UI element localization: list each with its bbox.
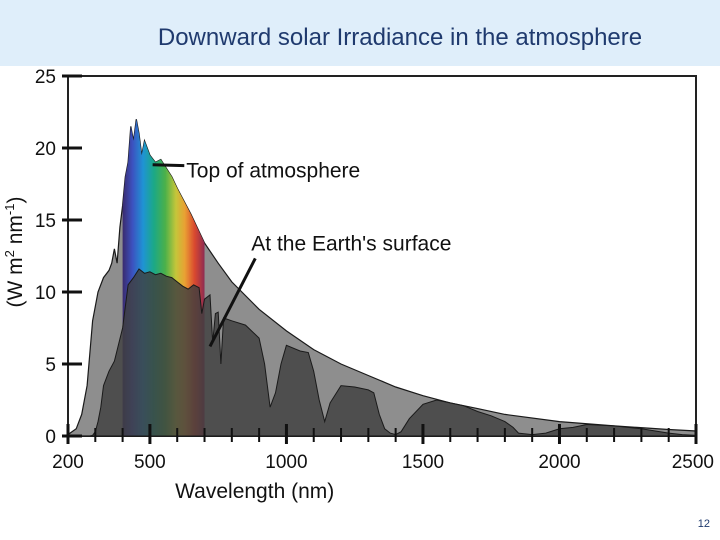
y-axis-label-sup2: -1 bbox=[2, 204, 17, 216]
y-axis-label-part1: (W m bbox=[4, 257, 27, 307]
x-tick-label: 2000 bbox=[538, 452, 580, 473]
y-tick-label: 10 bbox=[35, 283, 56, 304]
x-tick-label: 1500 bbox=[402, 452, 444, 473]
slide-title: Downward solar Irradiance in the atmosph… bbox=[157, 24, 643, 51]
y-tick-label: 5 bbox=[45, 355, 56, 376]
irradiance-chart: 0 5 10 15 20 25 200 500 1000 1500 2000 2500 Top of… bbox=[2, 67, 714, 503]
y-axis-label-sup1: 2 bbox=[2, 250, 17, 257]
y-axis-label-part2: nm bbox=[4, 215, 27, 250]
y-axis-label: (W m2 nm-1) bbox=[2, 197, 27, 308]
x-tick-label: 200 bbox=[52, 452, 84, 473]
x-tick-label: 1000 bbox=[265, 452, 307, 473]
earth-surface-label: At the Earth's surface bbox=[251, 232, 451, 255]
earth-surface-area bbox=[68, 268, 697, 437]
x-axis: 200 500 1000 1500 2000 2500 bbox=[52, 424, 714, 473]
x-tick-label: 500 bbox=[134, 452, 166, 473]
y-tick-label: 20 bbox=[35, 139, 56, 160]
y-axis: 0 5 10 15 20 25 bbox=[35, 67, 82, 448]
earth-surface-leader bbox=[208, 257, 257, 348]
y-tick-label: 15 bbox=[35, 211, 56, 232]
slide-page-number: 12 bbox=[697, 518, 710, 530]
top-of-atmosphere-leader bbox=[152, 163, 185, 168]
top-of-atmosphere-label: Top of atmosphere bbox=[186, 160, 360, 183]
y-tick-label: 25 bbox=[35, 67, 56, 88]
x-tick-label: 2500 bbox=[672, 452, 714, 473]
y-axis-label-part3: ) bbox=[4, 197, 27, 204]
title-band bbox=[0, 0, 720, 66]
chart-figure: 0 5 10 15 20 25 200 500 1000 1500 2000 2500 Top of… bbox=[0, 66, 720, 510]
y-tick-label: 0 bbox=[45, 427, 56, 448]
x-axis-label: Wavelength (nm) bbox=[175, 480, 334, 503]
